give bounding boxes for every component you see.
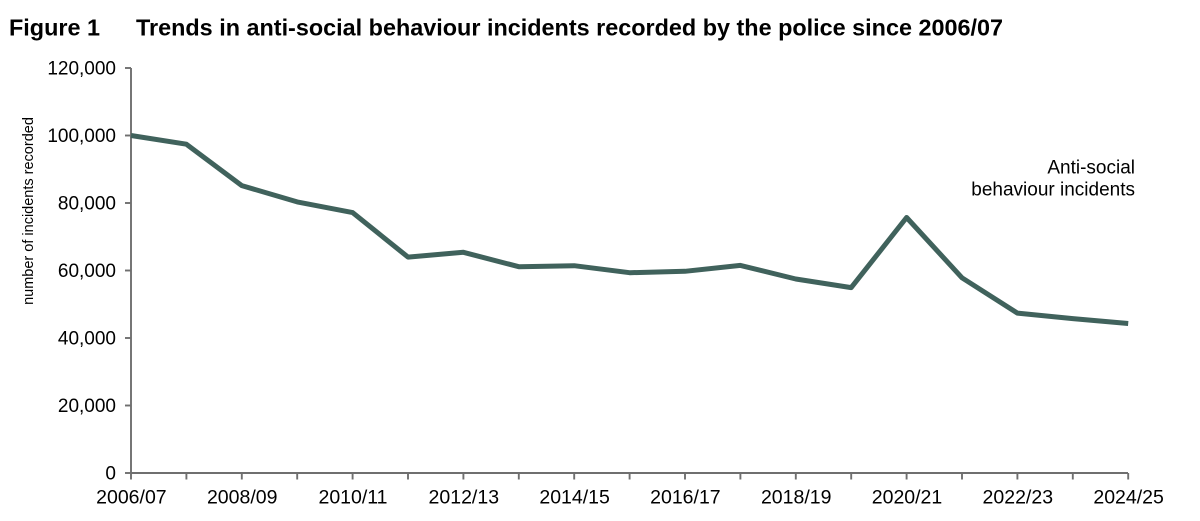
svg-text:2020/21: 2020/21 [872, 487, 943, 509]
svg-text:2016/17: 2016/17 [650, 487, 721, 509]
svg-text:2006/07: 2006/07 [96, 487, 167, 509]
svg-text:2012/13: 2012/13 [429, 487, 500, 509]
svg-text:20,000: 20,000 [58, 396, 116, 417]
svg-text:0: 0 [105, 464, 116, 485]
svg-text:2022/23: 2022/23 [983, 487, 1054, 509]
svg-text:120,000: 120,000 [47, 59, 116, 80]
svg-text:number of incidents recorded: number of incidents recorded [21, 117, 37, 305]
svg-text:Trends in anti-social behaviou: Trends in anti-social behaviour incident… [136, 15, 1003, 41]
svg-text:2024/25: 2024/25 [1093, 487, 1164, 509]
svg-text:60,000: 60,000 [58, 261, 116, 282]
svg-text:Anti-social: Anti-social [1047, 157, 1135, 178]
svg-text:100,000: 100,000 [47, 126, 116, 147]
svg-text:80,000: 80,000 [58, 194, 116, 215]
svg-text:Figure 1: Figure 1 [9, 15, 100, 41]
svg-text:behaviour incidents: behaviour incidents [971, 180, 1135, 201]
svg-text:2014/15: 2014/15 [539, 487, 610, 509]
svg-text:40,000: 40,000 [58, 329, 116, 350]
svg-text:2010/11: 2010/11 [318, 487, 387, 509]
svg-text:2018/19: 2018/19 [761, 487, 832, 509]
svg-text:2008/09: 2008/09 [207, 487, 278, 509]
